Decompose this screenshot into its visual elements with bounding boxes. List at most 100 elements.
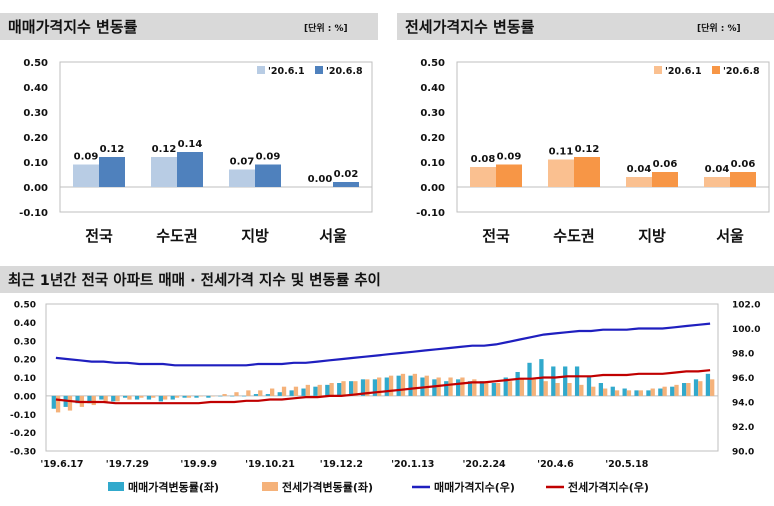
sale-plot-border — [59, 61, 373, 213]
trend-left-tick-label: -0.30 — [10, 448, 36, 458]
sale-y-tick-label: 0.00 — [23, 183, 48, 194]
jeonse-bar — [574, 157, 600, 187]
sale-bar — [177, 152, 203, 187]
sale-data-label: 0.12 — [152, 144, 177, 155]
trend-sale-change-bar — [658, 388, 663, 396]
trend-jeonse-change-bar — [341, 381, 346, 396]
trend-sale-change-bar — [384, 377, 389, 396]
jeonse-change-header: 전세가격지수 변동률 [단위 : %] — [397, 13, 774, 40]
trend-jeonse-change-bar — [198, 395, 203, 397]
trend-sale-change-bar — [337, 383, 342, 396]
trend-jeonse-change-bar — [186, 395, 192, 398]
trend-jeonse-change-bar — [329, 383, 334, 396]
trend-sale-change-bar — [372, 379, 378, 396]
trend-sale-change-bar — [598, 383, 604, 396]
jeonse-data-label: 0.06 — [653, 159, 678, 170]
trend-jeonse-change-bar — [448, 377, 453, 396]
trend-sale-change-bar — [123, 395, 128, 398]
jeonse-bar — [496, 164, 522, 187]
jeonse-y-tick-label: 0.40 — [420, 83, 445, 94]
trend-jeonse-change-bar — [305, 384, 310, 396]
trend-sale-change-bar — [325, 384, 330, 396]
trend-sale-change-bar — [705, 373, 711, 396]
trend-left-tick-label: 0.30 — [14, 337, 36, 347]
trend-x-tick-label: '19.12.2 — [320, 459, 363, 470]
sale-change-bar-chart: 0.500.400.300.200.100.00-0.100.090.12전국0… — [19, 58, 373, 245]
trend-right-tick-label: 102.0 — [732, 301, 760, 311]
jeonse-category-label: 지방 — [638, 227, 666, 245]
trend-sale-change-bar — [158, 395, 163, 402]
trend-sale-change-bar — [111, 395, 116, 402]
trend-jeonse-change-bar — [638, 390, 643, 396]
jeonse-y-tick-label: 0.10 — [420, 158, 445, 169]
jeonse-bar — [470, 167, 496, 187]
trend-sale-change-bar — [622, 388, 627, 396]
trend-jeonse-change-bar — [317, 384, 322, 396]
trend-jeonse-change-bar — [543, 381, 548, 396]
trend-sale-change-bar — [301, 388, 306, 396]
trend-jeonse-change-bar — [591, 386, 596, 396]
trend-jeonse-change-bar — [674, 384, 679, 396]
sale-bar — [99, 157, 125, 187]
trend-jeonse-change-bar — [519, 379, 525, 396]
trend-jeonse-change-bar — [210, 395, 215, 397]
trend-sale-change-bar — [479, 381, 485, 396]
trend-jeonse-change-bar — [127, 395, 132, 400]
trend-jeonse-change-bar — [460, 377, 465, 396]
trend-sale-change-bar — [87, 395, 92, 404]
sale-y-tick-label: 0.30 — [23, 108, 48, 119]
trend-jeonse-change-bar — [412, 373, 418, 396]
trend-sale-change-bar — [574, 366, 580, 396]
jeonse-category-label: 전국 — [482, 227, 510, 245]
trend-x-tick-label: '19.7.29 — [106, 459, 149, 470]
trend-jeonse-change-bar — [353, 381, 358, 396]
trend-legend-label: 전세가격지수(우) — [568, 480, 649, 494]
trend-sale-change-bar — [563, 366, 568, 396]
sale-y-tick-label: 0.40 — [23, 83, 48, 94]
trend-jeonse-change-bar — [507, 381, 513, 396]
jeonse-data-label: 0.04 — [627, 164, 652, 175]
trend-jeonse-change-bar — [55, 395, 61, 413]
trend-jeonse-change-bar — [67, 395, 73, 411]
trend-jeonse-change-bar — [377, 377, 382, 396]
trend-sale-change-bar — [134, 395, 140, 400]
trend-jeonse-change-bar — [174, 395, 180, 398]
trend-sale-change-bar — [194, 395, 199, 398]
jeonse-y-tick-label: 0.30 — [420, 108, 445, 119]
trend-x-tick-label: '19.9.9 — [180, 459, 217, 470]
trend-jeonse-change-bar — [234, 392, 239, 396]
trend-sale-change-bar — [444, 381, 449, 396]
trend-jeonse-change-bar — [270, 388, 275, 396]
trend-sale-change-bar — [681, 383, 687, 396]
jeonse-legend-swatch — [712, 66, 720, 74]
trend-sale-change-bar — [503, 377, 508, 396]
trend-left-tick-label: 0.40 — [14, 319, 36, 329]
trend-left-tick-label: 0.00 — [14, 392, 36, 402]
sale-legend-swatch — [257, 66, 265, 74]
trend-jeonse-change-bar — [555, 383, 560, 396]
trend-sale-change-bar — [170, 395, 175, 400]
jeonse-data-label: 0.06 — [731, 159, 756, 170]
trend-sale-change-bar — [75, 395, 80, 404]
trend-sale-change-bar — [432, 379, 437, 396]
jeonse-data-label: 0.12 — [575, 144, 600, 155]
trend-jeonse-change-bar — [710, 379, 715, 396]
jeonse-legend-label: '20.6.1 — [665, 66, 702, 77]
trend-sale-change-bar — [265, 394, 271, 396]
trend-legend-swatch — [262, 482, 278, 491]
trend-jeonse-change-bar — [472, 379, 477, 396]
trend-right-tick-label: 92.0 — [732, 423, 754, 433]
jeonse-bar — [626, 177, 652, 187]
sale-data-label: 0.00 — [308, 174, 333, 185]
trend-legend-label: 매매가격지수(우) — [434, 480, 515, 494]
trend-jeonse-change-bar — [650, 388, 655, 396]
trend-sale-change-bar — [551, 366, 556, 396]
jeonse-y-tick-label: 0.50 — [420, 58, 445, 69]
trend-left-tick-label: 0.50 — [14, 301, 36, 311]
trend-right-tick-label: 100.0 — [732, 325, 760, 335]
jeonse-data-label: 0.11 — [549, 147, 574, 158]
trend-sale-change-bar — [313, 386, 318, 396]
trend-sale-change-bar — [396, 375, 401, 396]
sale-data-label: 0.07 — [230, 157, 255, 168]
trend-sale-change-bar — [360, 379, 366, 396]
